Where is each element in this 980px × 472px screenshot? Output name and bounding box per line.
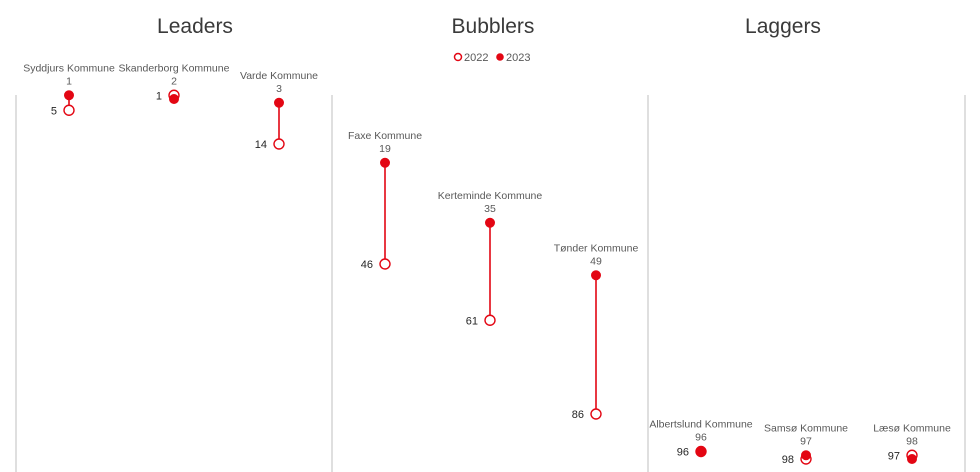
rank-2022-label: 98 <box>782 454 794 466</box>
point-2022 <box>379 258 391 270</box>
point-2023 <box>696 446 706 457</box>
panel-dividers <box>15 95 966 472</box>
legend-label: 2022 <box>464 52 488 64</box>
rank-2022-label: 1 <box>156 90 162 102</box>
panel-title: Leaders <box>157 15 233 38</box>
panel-titles: Leaders Bubblers Laggers <box>157 15 821 38</box>
rank-2022-label: 86 <box>572 409 584 421</box>
municipality-label: Skanderborg Kommune <box>119 62 230 74</box>
rank-2022-label: 61 <box>466 315 478 327</box>
municipality-label: Samsø Kommune <box>764 422 848 434</box>
point-2023 <box>801 450 811 461</box>
panel-title: Laggers <box>745 15 821 38</box>
point-2023 <box>907 454 917 464</box>
municipality-label: Læsø Kommune <box>873 422 951 434</box>
rank-2022-label: 97 <box>888 450 900 462</box>
point-2023 <box>485 217 495 228</box>
legend: 2022 2023 <box>453 52 530 64</box>
point-2022 <box>590 408 602 420</box>
point-2022 <box>63 104 75 116</box>
municipality-label: Kerteminde Kommune <box>438 190 543 202</box>
rank-2023-label: 1 <box>66 75 72 87</box>
municipality-label: Faxe Kommune <box>348 130 422 142</box>
rank-2023-label: 2 <box>171 75 177 87</box>
municipality-label: Varde Kommune <box>240 70 318 82</box>
point-2022 <box>273 138 285 150</box>
rank-2022-label: 96 <box>677 447 689 459</box>
rank-2023-label: 35 <box>484 203 496 215</box>
legend-label: 2023 <box>506 52 530 64</box>
rank-2022-label: 46 <box>361 259 373 271</box>
municipality-label: Albertslund Kommune <box>649 419 752 431</box>
point-2023 <box>64 90 74 101</box>
legend-marker-hollow <box>453 52 463 62</box>
rank-2023-label: 49 <box>590 255 602 267</box>
municipality-label: Syddjurs Kommune <box>23 62 115 74</box>
point-2023 <box>169 94 179 104</box>
point-2023 <box>380 157 390 168</box>
legend-marker-filled <box>496 53 504 61</box>
rank-2022-label: 5 <box>51 105 57 117</box>
rank-2023-label: 98 <box>906 435 918 447</box>
municipality-label: Tønder Kommune <box>554 242 639 254</box>
point-2023 <box>591 270 601 281</box>
point-2022 <box>484 314 496 326</box>
rank-2023-label: 3 <box>276 83 282 95</box>
panel-title: Bubblers <box>452 15 535 38</box>
rank-2023-label: 97 <box>800 435 812 447</box>
point-2023 <box>274 97 284 108</box>
rank-2023-label: 19 <box>379 143 391 155</box>
rank-2022-label: 14 <box>255 139 267 151</box>
rank-2023-label: 96 <box>695 432 707 444</box>
